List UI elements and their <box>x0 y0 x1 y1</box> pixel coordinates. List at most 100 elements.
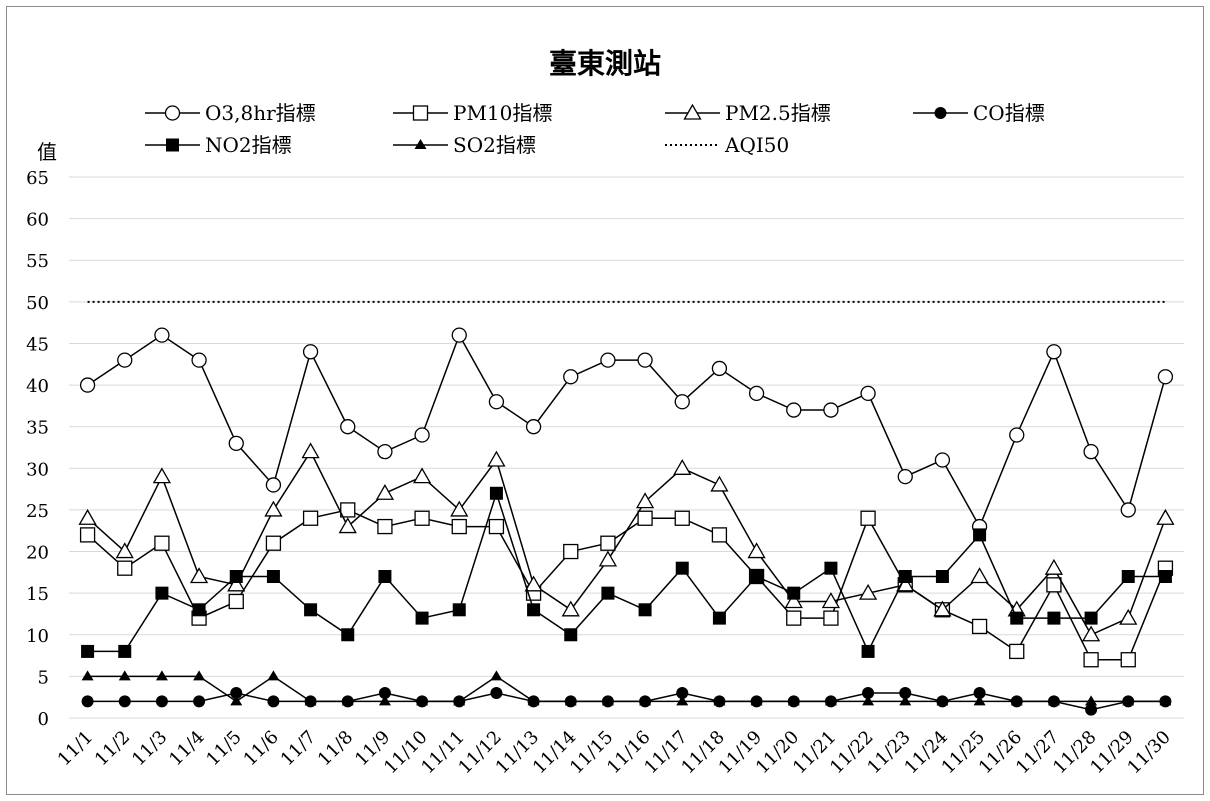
data-point <box>683 103 702 120</box>
legend-item: SO2指標 <box>393 133 536 157</box>
data-point <box>229 570 243 584</box>
data-point <box>230 695 243 706</box>
legend-label: PM10指標 <box>453 101 552 125</box>
data-point <box>860 510 876 526</box>
data-point <box>338 517 357 534</box>
series-4 <box>81 486 1172 658</box>
data-point <box>1158 570 1172 584</box>
y-tick-label: 40 <box>26 376 49 397</box>
data-point <box>747 542 766 559</box>
data-point <box>1009 427 1025 443</box>
data-point <box>302 344 319 360</box>
data-point <box>973 528 987 542</box>
data-point <box>601 695 614 708</box>
data-point <box>527 695 540 708</box>
series-line <box>87 333 1167 529</box>
data-point <box>377 518 393 535</box>
data-point <box>340 502 356 518</box>
data-point <box>1085 703 1098 716</box>
x-tick-label: 11/2 <box>91 727 134 770</box>
data-point <box>115 542 134 559</box>
data-point <box>750 570 764 584</box>
data-point <box>935 570 949 584</box>
y-tick-label: 25 <box>26 501 49 522</box>
data-point <box>1010 611 1024 625</box>
data-point <box>490 670 503 681</box>
data-point <box>934 107 947 119</box>
data-point <box>267 695 280 708</box>
data-point <box>676 695 689 706</box>
data-point <box>301 442 320 459</box>
data-point <box>450 500 469 517</box>
gridlines <box>69 176 1184 719</box>
series-line <box>87 509 1167 661</box>
data-point <box>637 510 653 526</box>
data-point <box>412 105 429 121</box>
x-tick-label: 11/4 <box>165 727 208 770</box>
data-point <box>1119 608 1138 625</box>
x-tick-label: 11/3 <box>128 727 171 770</box>
y-tick-label: 60 <box>26 210 49 231</box>
data-point <box>899 695 912 706</box>
data-point <box>1083 444 1099 460</box>
data-point <box>451 327 467 343</box>
x-tick-labels: 11/111/211/311/411/511/611/711/811/911/1… <box>54 727 1175 779</box>
data-point <box>637 352 653 368</box>
data-point <box>824 561 838 575</box>
data-point <box>489 486 503 500</box>
series-3 <box>81 687 1172 716</box>
data-point <box>787 695 800 708</box>
data-point <box>155 586 169 600</box>
data-point <box>1120 652 1136 668</box>
y-tick-label: 65 <box>26 168 49 189</box>
data-point <box>81 695 94 708</box>
data-point <box>415 611 429 625</box>
y-tick-label: 50 <box>26 293 49 314</box>
data-point <box>78 508 97 525</box>
data-point <box>81 670 94 681</box>
data-point <box>304 603 318 617</box>
y-tick-label: 30 <box>26 459 49 480</box>
data-point <box>1010 695 1023 708</box>
y-tick-label: 45 <box>26 334 49 355</box>
data-point <box>265 535 282 551</box>
y-tick-label: 20 <box>26 543 49 564</box>
data-point <box>970 567 989 584</box>
data-point <box>1046 344 1062 360</box>
data-point <box>1157 369 1174 385</box>
data-point <box>117 560 133 576</box>
data-point <box>748 385 765 402</box>
data-point <box>821 592 841 609</box>
data-point <box>674 394 690 410</box>
data-point <box>673 458 692 475</box>
data-point <box>155 670 168 681</box>
x-tick-label: 11/7 <box>277 727 320 770</box>
data-point <box>674 510 690 526</box>
data-point <box>191 352 207 368</box>
data-point <box>341 695 354 708</box>
series-line <box>87 450 1167 636</box>
data-point <box>264 500 283 517</box>
data-point <box>192 603 206 617</box>
data-point <box>1081 625 1101 642</box>
y-tick-labels: 0 5 10 15 20 25 30 35 40 45 50 55 60 65 <box>26 168 49 730</box>
y-tick-label: 10 <box>26 626 49 647</box>
data-point <box>193 670 206 681</box>
legend-label: NO2指標 <box>205 133 292 157</box>
legend-label: O3,8hr指標 <box>205 101 316 125</box>
data-point <box>265 477 282 493</box>
data-point <box>934 452 951 468</box>
data-point <box>164 105 181 121</box>
data-point <box>936 695 949 708</box>
data-point <box>189 567 209 584</box>
data-point <box>79 377 96 393</box>
data-point <box>563 369 579 385</box>
data-point <box>267 670 280 681</box>
legend-label: SO2指標 <box>453 133 536 157</box>
data-point <box>710 475 729 492</box>
data-point <box>711 360 728 377</box>
data-point <box>228 593 244 610</box>
data-point <box>452 603 466 617</box>
data-point <box>713 695 726 708</box>
data-point <box>230 687 243 700</box>
